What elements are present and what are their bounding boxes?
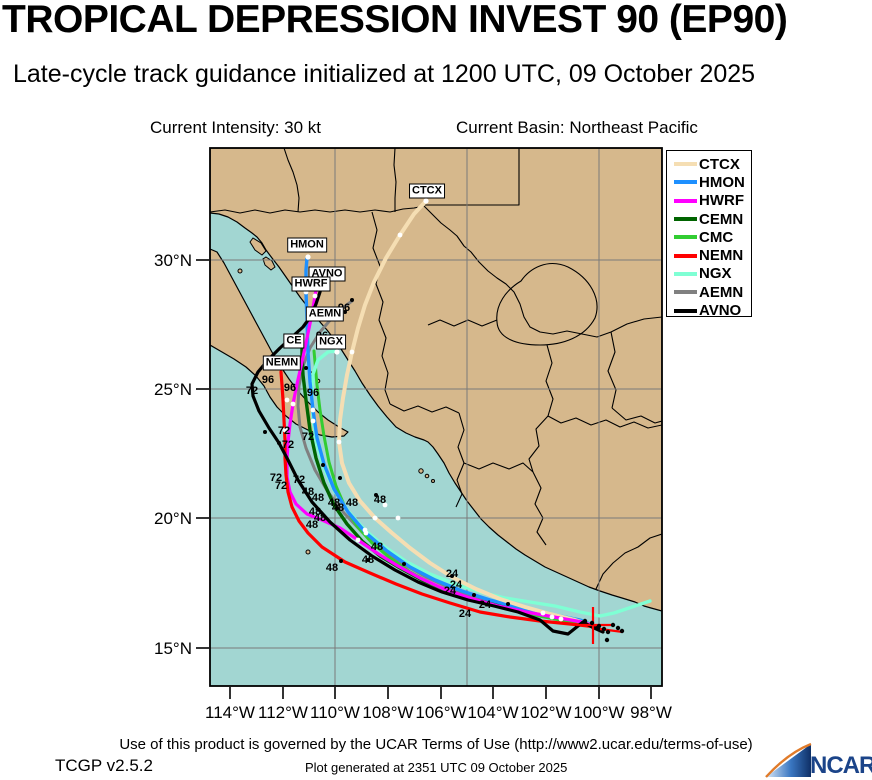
- hour-label: 72: [281, 439, 295, 451]
- lat-label: 20°N: [154, 509, 192, 528]
- lon-label: 98°W: [630, 703, 672, 722]
- island: [305, 549, 311, 555]
- legend-swatch: [674, 290, 697, 295]
- hour-label: 72: [274, 480, 288, 492]
- hour-label: 48: [313, 512, 327, 524]
- legend-label: HWRF: [699, 192, 744, 210]
- legend-label: CEMN: [699, 210, 744, 228]
- page-title: TROPICAL DEPRESSION INVEST 90 (EP90): [2, 0, 788, 41]
- legend-item: HMON: [674, 173, 751, 191]
- current-intensity: Current Intensity: 30 kt: [150, 118, 322, 137]
- model-endpoint-label: HWRF: [291, 276, 331, 292]
- hour-label: 48: [345, 497, 359, 509]
- lon-label: 102°W: [520, 703, 572, 722]
- island: [431, 479, 435, 483]
- legend-swatch: [674, 180, 697, 185]
- hour-label: 72: [269, 472, 283, 484]
- map-geography: [210, 148, 662, 686]
- legend-label: CMC: [699, 228, 734, 246]
- hour-label: 48: [305, 519, 319, 531]
- current-basin: Current Basin: Northeast Pacific: [456, 118, 698, 137]
- legend-label: AVNO: [699, 302, 742, 320]
- lat-label: 25°N: [154, 380, 192, 399]
- hour-label: 48: [373, 494, 387, 506]
- hour-label: 48: [301, 486, 315, 498]
- model-endpoint-label: NEMN: [262, 355, 302, 371]
- legend-label: CTCX: [699, 155, 740, 173]
- map-frame: [209, 147, 663, 687]
- legend-item: NGX: [674, 265, 751, 283]
- legend-swatch: [674, 217, 697, 222]
- model-endpoint-label: HMON: [287, 237, 327, 253]
- hour-label: 24: [458, 608, 472, 620]
- lon-label: 110°W: [310, 703, 360, 722]
- model-legend: CTCX HMON HWRF CEMN CMC NEMN NGX AEMN AV…: [666, 150, 752, 319]
- lat-label: 15°N: [154, 639, 192, 658]
- hour-label: 48: [311, 492, 325, 504]
- legend-item: CMC: [674, 228, 751, 246]
- lon-label: 100°W: [573, 703, 625, 722]
- legend-item: AEMN: [674, 283, 751, 301]
- app-version: TCGP v2.5.2: [55, 756, 153, 775]
- hour-label: 24: [478, 599, 492, 611]
- island: [418, 468, 424, 474]
- hour-label: 24: [449, 579, 463, 591]
- lon-label: 112°W: [258, 703, 308, 722]
- legend-label: NGX: [699, 265, 732, 283]
- lon-label: 108°W: [362, 703, 414, 722]
- legend-item: AVNO: [674, 301, 751, 319]
- hour-label: 24: [443, 585, 457, 597]
- generated-timestamp: Plot generated at 2351 UTC 09 October 20…: [305, 760, 568, 775]
- legend-item: CTCX: [674, 155, 751, 173]
- track-points-black: [263, 281, 625, 643]
- legend-swatch: [674, 253, 697, 258]
- hour-label: 48: [327, 497, 341, 509]
- lon-label: 104°W: [467, 703, 519, 722]
- legend-swatch: [674, 235, 697, 240]
- hour-label: 96: [283, 382, 297, 394]
- ncar-logo-icon: [765, 742, 812, 778]
- hour-label: 48: [308, 506, 322, 518]
- hour-label: 48: [325, 562, 339, 574]
- hour-label: 48: [370, 541, 384, 553]
- legend-swatch: [674, 198, 697, 203]
- hour-label: 72: [301, 431, 315, 443]
- model-endpoint-label: CE: [283, 333, 305, 349]
- model-endpoint-label: NGX: [316, 334, 346, 350]
- hour-label: 48: [361, 554, 375, 566]
- legend-swatch: [674, 162, 697, 167]
- hour-label: 72: [277, 425, 291, 437]
- legend-label: HMON: [699, 173, 745, 191]
- island: [424, 473, 430, 479]
- page-subtitle: Late-cycle track guidance initialized at…: [13, 60, 756, 88]
- terms-of-use: Use of this product is governed by the U…: [119, 736, 753, 753]
- legend-swatch: [674, 271, 697, 276]
- lat-label: 30°N: [154, 251, 192, 270]
- track-CTCX: [337, 199, 599, 629]
- model-endpoint-label: CTCX: [409, 183, 445, 199]
- model-endpoint-label: AEMN: [305, 306, 345, 322]
- axis-ticks: [196, 259, 652, 699]
- hour-label: 24: [445, 568, 459, 580]
- legend-label: AEMN: [699, 283, 744, 301]
- hour-label: 72: [292, 474, 306, 486]
- track-points-white: [282, 198, 564, 622]
- lon-label: 106°W: [415, 703, 467, 722]
- hour-label: 96: [261, 374, 275, 386]
- lon-label: 114°W: [205, 703, 255, 722]
- legend-item: NEMN: [674, 246, 751, 264]
- legend-item: HWRF: [674, 192, 751, 210]
- ncar-logo-text: NCAR: [810, 752, 872, 779]
- state-borders: [210, 148, 662, 590]
- hour-label: 72: [245, 385, 259, 397]
- island: [249, 237, 276, 271]
- legend-label: NEMN: [699, 247, 744, 265]
- island: [237, 268, 243, 274]
- hour-label: 96: [306, 387, 320, 399]
- hour-label: 48: [331, 502, 345, 514]
- legend-item: CEMN: [674, 210, 751, 228]
- legend-swatch: [674, 308, 697, 313]
